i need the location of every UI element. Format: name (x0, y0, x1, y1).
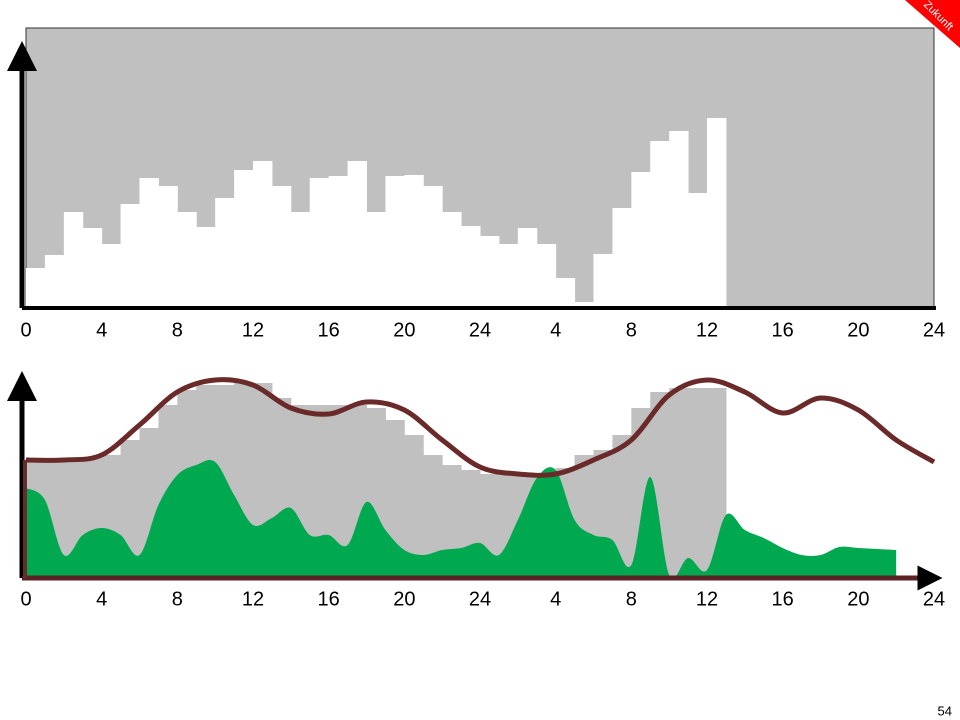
bar (517, 228, 538, 308)
x-tick-label: 16 (772, 588, 794, 610)
bar (593, 254, 613, 308)
bar (423, 186, 443, 308)
x-tick-label: 24 (469, 588, 491, 610)
bar (101, 244, 122, 308)
x-tick-label: 16 (318, 588, 340, 610)
bar (139, 178, 159, 308)
line (25, 377, 936, 478)
bar (44, 255, 65, 308)
x-tick-label: 16 (318, 319, 340, 341)
bar (669, 388, 689, 578)
x-tick-label: 20 (847, 588, 869, 610)
bar (290, 212, 311, 308)
bar (707, 118, 727, 308)
bar (461, 226, 481, 308)
x-tick-label: 12 (696, 319, 718, 341)
bar (26, 268, 46, 308)
x-tick-label: 8 (626, 588, 637, 610)
bar (688, 388, 708, 578)
bar (328, 176, 349, 308)
x-tick-label: 4 (96, 588, 107, 610)
top-chart (26, 118, 727, 308)
bar (234, 170, 254, 308)
page-number: 54 (938, 703, 952, 718)
x-tick-label: 4 (550, 319, 561, 341)
bar (158, 186, 178, 308)
bar (328, 405, 349, 578)
bar (215, 198, 235, 308)
bottom-chart (25, 377, 936, 579)
bar (120, 204, 140, 308)
x-tick-label: 16 (772, 319, 794, 341)
bar (688, 193, 708, 308)
x-tick-label: 24 (923, 319, 945, 341)
bar (82, 228, 103, 308)
x-tick-label: 0 (20, 588, 31, 610)
bar (63, 212, 84, 308)
bar (555, 278, 576, 308)
bar (612, 435, 632, 578)
x-tick-label: 0 (20, 319, 31, 341)
bar (271, 186, 292, 308)
bar (196, 227, 216, 308)
badge-shape (905, 0, 960, 48)
bar (480, 236, 500, 308)
x-tick-label: 20 (393, 319, 415, 341)
x-tick-label: 20 (393, 588, 415, 610)
bar (347, 161, 367, 308)
bar (612, 208, 632, 308)
bar (650, 141, 670, 308)
x-tick-label: 24 (923, 588, 945, 610)
x-tick-label: 20 (847, 319, 869, 341)
x-tick-label: 4 (96, 319, 107, 341)
x-tick-label: 24 (469, 319, 491, 341)
bar (309, 405, 330, 578)
bar (253, 161, 273, 308)
bar (498, 244, 519, 308)
bar (631, 172, 651, 308)
x-tick-label: 8 (172, 588, 183, 610)
bar (574, 302, 594, 308)
bar (404, 175, 424, 308)
bar (366, 212, 386, 308)
bar (442, 212, 462, 308)
bar (536, 244, 557, 308)
x-tick-label: 12 (242, 319, 264, 341)
x-tick-label: 12 (696, 588, 718, 610)
x-tick-label: 12 (242, 588, 264, 610)
area (26, 460, 897, 579)
x-tick-label: 8 (626, 319, 637, 341)
bar (309, 178, 330, 308)
bar (669, 131, 689, 308)
bar (385, 176, 405, 308)
x-tick-label: 4 (550, 588, 561, 610)
bar (177, 212, 197, 308)
x-tick-label: 8 (172, 319, 183, 341)
bar (404, 435, 424, 578)
bar (423, 455, 443, 578)
